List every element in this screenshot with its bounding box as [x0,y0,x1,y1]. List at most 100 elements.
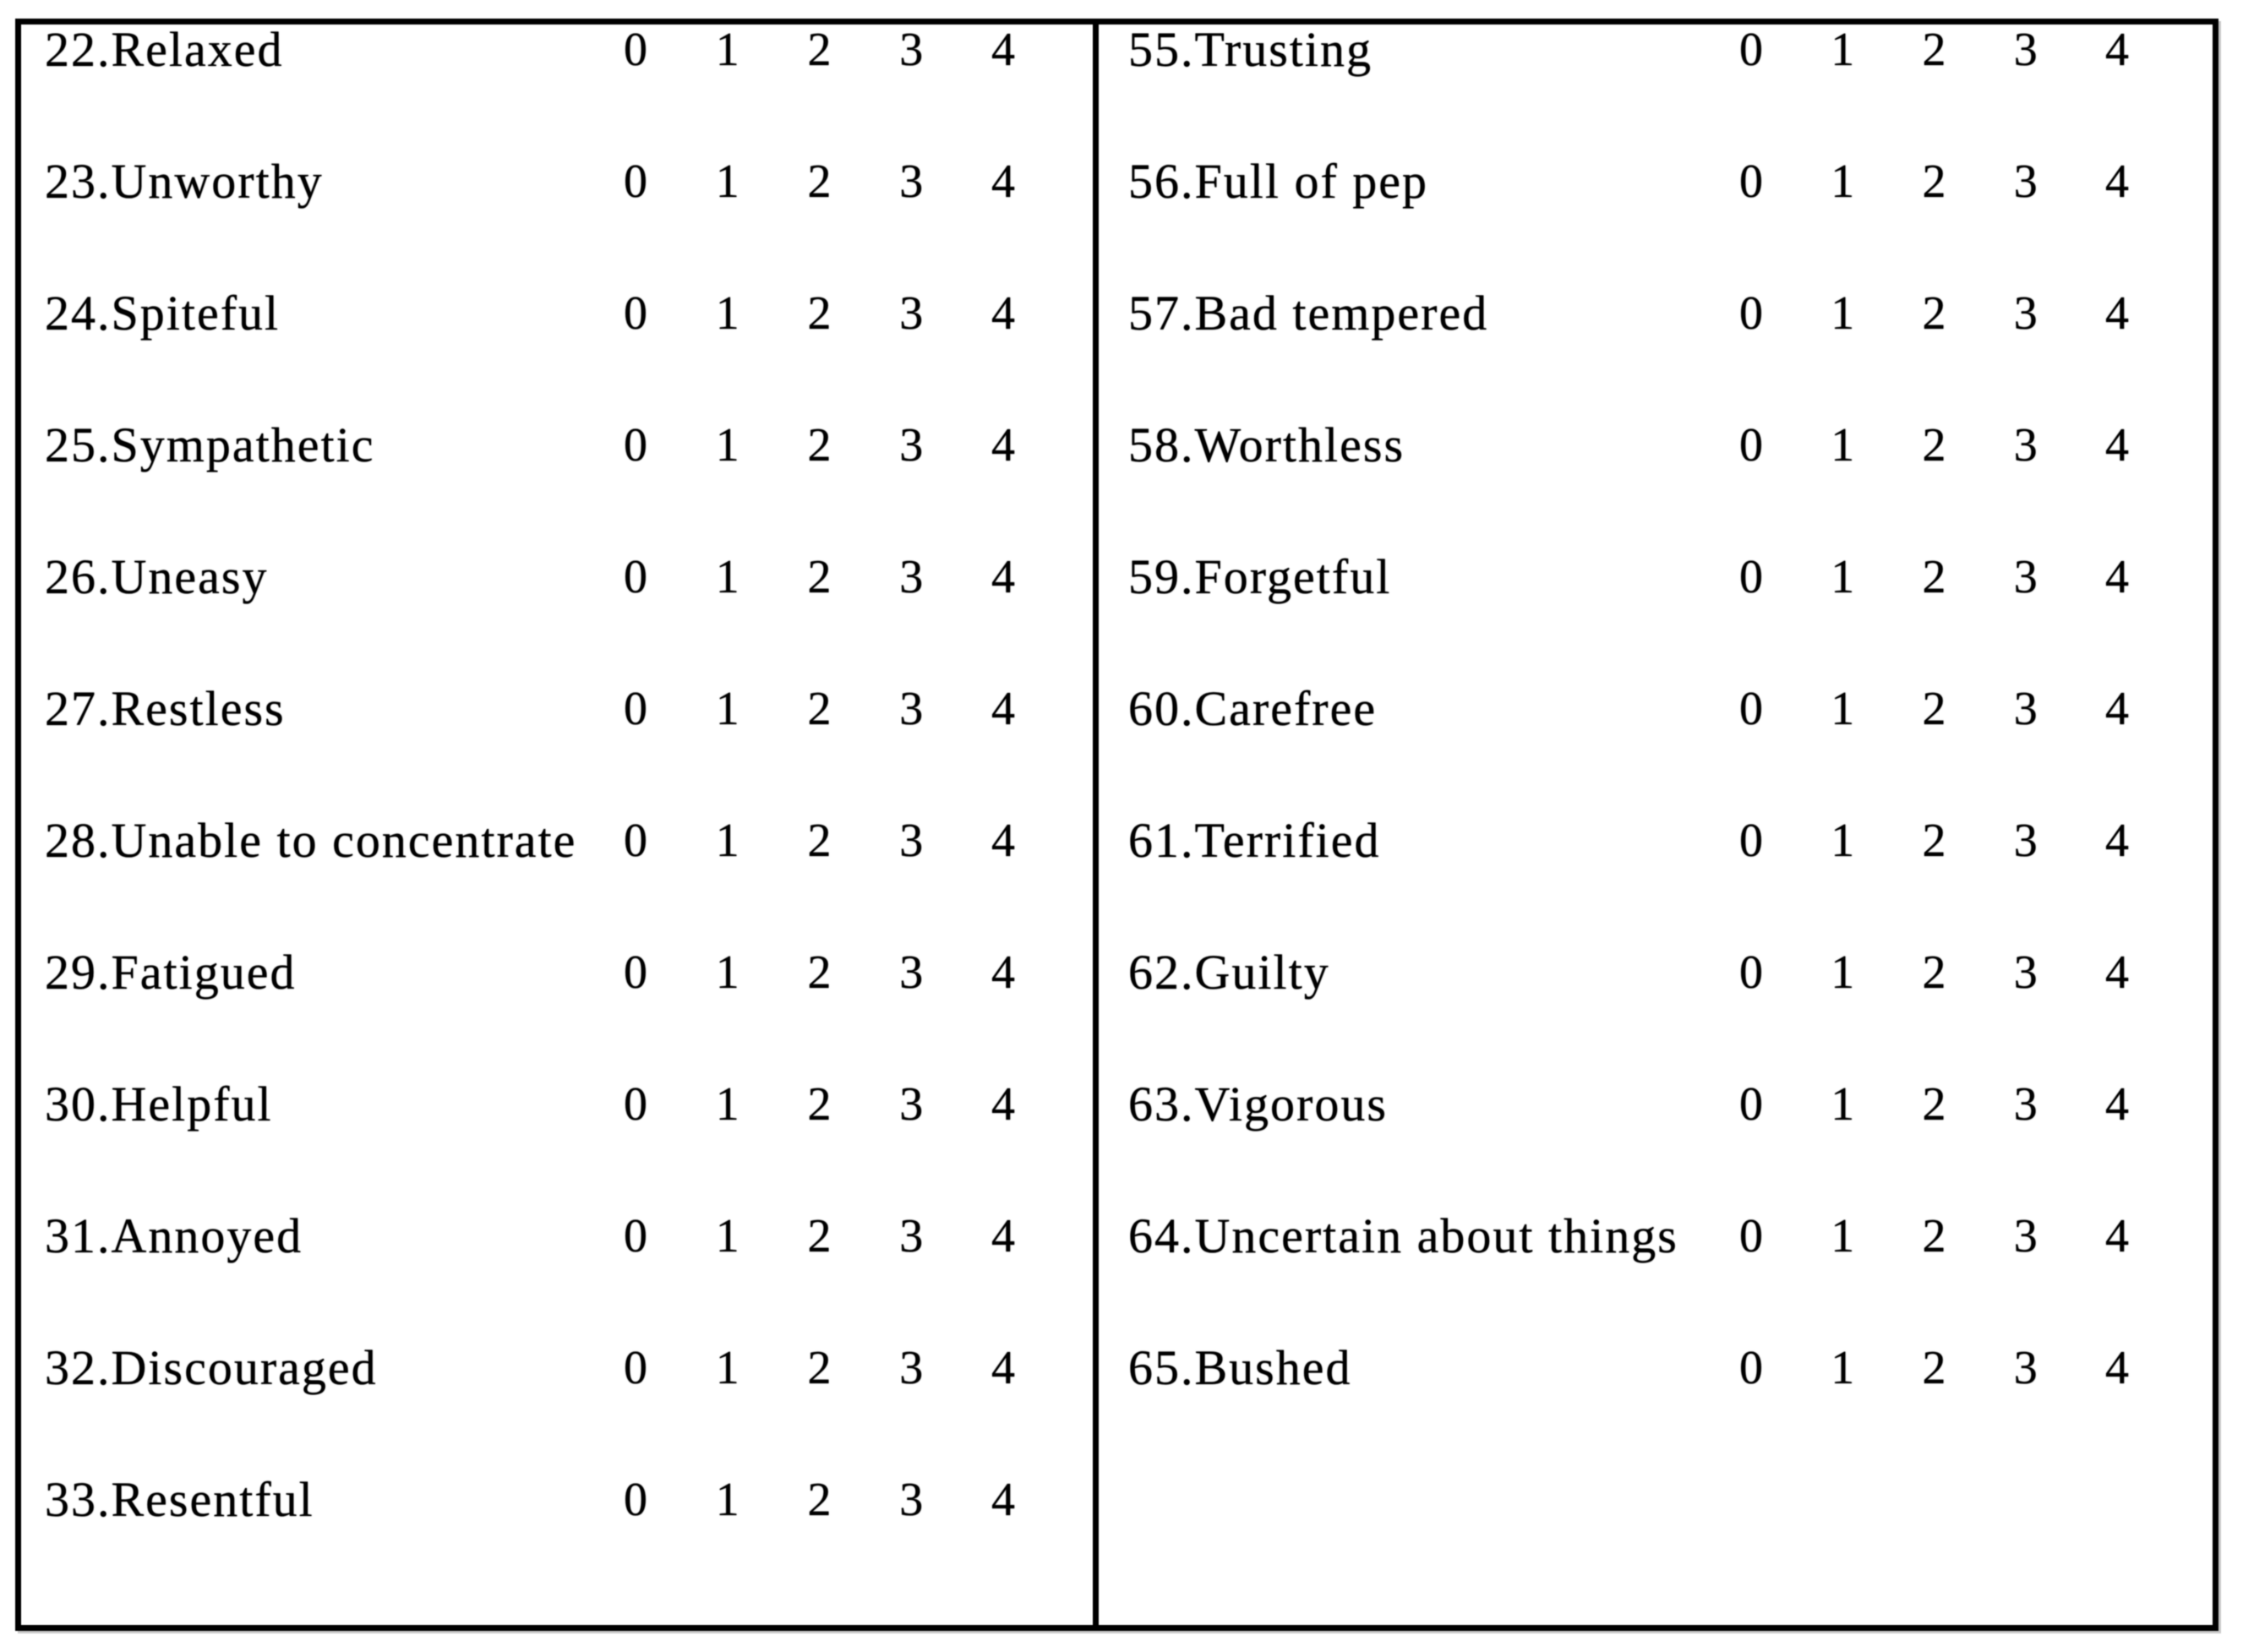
rating-option-2: 2 [1922,1210,1946,1262]
questionnaire-row: 31.Annoyed 0 1 2 3 4 [45,1208,1018,1263]
questionnaire-row: 27.Restless 0 1 2 3 4 [45,683,1018,735]
rating-option-4: 4 [991,419,1015,472]
rating-option-1: 1 [715,1210,739,1262]
rating-scale: 0 1 2 3 4 [621,289,1018,338]
item-label: 24.Spiteful [45,286,281,341]
rating-option-1: 1 [715,683,739,735]
rating-option-1: 1 [715,1474,739,1526]
rating-option-4: 4 [991,287,1015,340]
rating-option-1: 1 [1831,155,1855,208]
rating-option-2: 2 [1922,287,1946,340]
rating-option-2: 2 [1922,419,1946,472]
rating-scale: 0 1 2 3 4 [1737,25,2131,74]
rating-option-1: 1 [715,419,739,472]
rating-scale: 0 1 2 3 4 [621,1344,1018,1393]
rating-option-3: 3 [899,946,924,999]
rating-option-1: 1 [1831,946,1855,999]
rating-option-0: 0 [624,1342,647,1394]
rating-option-4: 4 [991,815,1015,867]
rating-option-4: 4 [2105,683,2129,735]
rating-option-1: 1 [715,287,739,340]
rating-option-0: 0 [624,24,647,76]
rating-option-2: 2 [1922,155,1946,208]
questionnaire-row: 33.Resentful 0 1 2 3 4 [45,1472,1018,1527]
rating-option-3: 3 [899,419,924,472]
rating-option-1: 1 [715,815,739,867]
rating-option-0: 0 [624,1078,647,1131]
rating-option-0: 0 [1739,946,1763,999]
rating-option-4: 4 [2105,419,2129,472]
questionnaire-row: 55.Trusting 0 1 2 3 4 [1128,22,2131,77]
rating-option-0: 0 [1739,287,1763,340]
item-label: 23.Unworthy [45,154,324,209]
rating-option-0: 0 [1739,419,1763,472]
item-label: 63.Vigorous [1128,1077,1388,1131]
rating-option-2: 2 [1922,815,1946,867]
item-label: 57.Bad tempered [1128,286,1489,341]
rating-option-3: 3 [2013,551,2038,603]
questionnaire-row: 63.Vigorous 0 1 2 3 4 [1128,1077,2131,1131]
rating-option-1: 1 [1831,24,1855,76]
rating-option-4: 4 [991,1078,1015,1131]
item-label: 25.Sympathetic [45,417,375,472]
rating-option-4: 4 [991,551,1015,603]
rating-option-4: 4 [991,24,1015,76]
rating-option-2: 2 [807,815,832,867]
questionnaire-row: 30.Helpful 0 1 2 3 4 [45,1078,1018,1131]
rating-option-2: 2 [807,1342,832,1394]
rating-option-0: 0 [624,1210,647,1262]
rating-option-2: 2 [1922,24,1946,76]
rating-option-2: 2 [807,1078,832,1131]
rating-option-3: 3 [899,683,924,735]
rating-option-0: 0 [1739,1342,1763,1394]
rating-option-4: 4 [2105,287,2129,340]
rating-option-3: 3 [899,1342,924,1394]
rating-option-3: 3 [2013,287,2038,340]
item-label: 33.Resentful [45,1472,314,1527]
rating-scale: 0 1 2 3 4 [621,816,1018,865]
rating-scale: 0 1 2 3 4 [621,948,1018,997]
item-label: 29.Fatigued [45,945,297,1000]
rating-option-3: 3 [2013,946,2038,999]
questionnaire-row: 60.Carefree 0 1 2 3 4 [1128,683,2131,735]
questionnaire-row: 64.Uncertain about things 0 1 2 3 4 [1128,1208,2131,1263]
item-label: 61.Terrified [1128,813,1381,868]
questionnaire-row: 58.Worthless 0 1 2 3 4 [1128,419,2131,472]
rating-option-3: 3 [899,1078,924,1131]
rating-scale: 0 1 2 3 4 [1737,157,2131,206]
rating-option-3: 3 [899,551,924,603]
item-label: 22.Relaxed [45,22,284,77]
rating-scale: 0 1 2 3 4 [621,1212,1018,1261]
rating-option-0: 0 [1739,1210,1763,1262]
rating-option-1: 1 [715,946,739,999]
rating-option-4: 4 [2105,946,2129,999]
rating-option-4: 4 [991,155,1015,208]
rating-option-4: 4 [991,1474,1015,1526]
rating-option-2: 2 [1922,683,1946,735]
rating-scale: 0 1 2 3 4 [621,157,1018,206]
questionnaire-row: 22.Relaxed 0 1 2 3 4 [45,22,1018,77]
rating-option-2: 2 [807,683,832,735]
rating-option-0: 0 [624,1474,647,1526]
rating-option-1: 1 [715,155,739,208]
rating-option-4: 4 [2105,24,2129,76]
rating-option-2: 2 [807,419,832,472]
item-label: 55.Trusting [1128,22,1373,77]
rating-scale: 0 1 2 3 4 [1737,948,2131,997]
rating-option-1: 1 [1831,287,1855,340]
rating-scale: 0 1 2 3 4 [621,25,1018,74]
questionnaire-row: 56.Full of pep 0 1 2 3 4 [1128,157,2131,207]
rating-option-1: 1 [715,1078,739,1131]
rating-option-4: 4 [2105,155,2129,208]
item-label: 31.Annoyed [45,1208,303,1263]
rating-option-3: 3 [2013,155,2038,208]
rating-option-2: 2 [807,551,832,603]
rating-option-4: 4 [2105,815,2129,867]
rating-option-3: 3 [899,1474,924,1526]
rating-option-2: 2 [1922,551,1946,603]
item-label: 64.Uncertain about things [1128,1208,1678,1263]
rating-scale: 0 1 2 3 4 [1737,1212,2131,1261]
rating-option-4: 4 [991,1342,1015,1394]
